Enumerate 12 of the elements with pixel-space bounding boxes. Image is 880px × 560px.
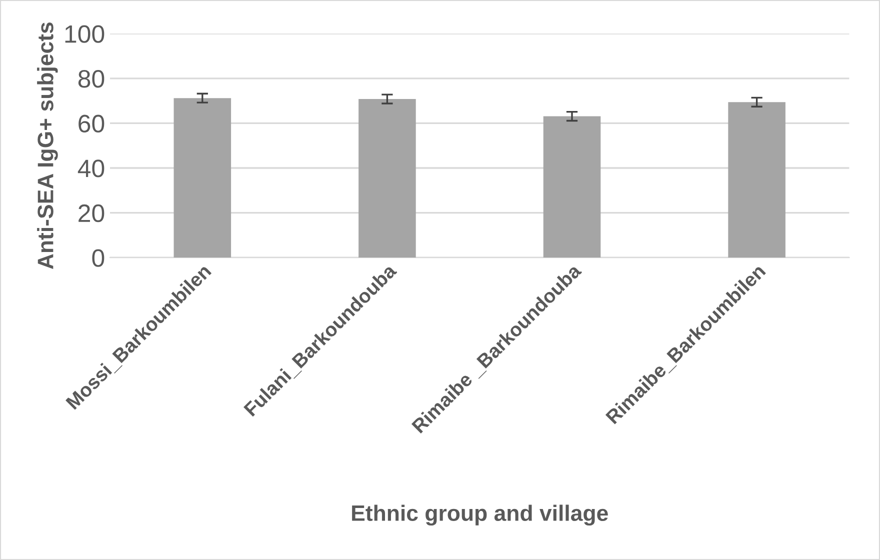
y-tick-label: 60 xyxy=(78,114,104,133)
bar xyxy=(728,102,786,258)
y-tick-label: 0 xyxy=(92,249,104,267)
bar xyxy=(174,98,232,258)
y-tick-label: 80 xyxy=(78,70,104,88)
x-axis-title: Ethnic group and village xyxy=(352,504,608,526)
bar xyxy=(543,116,601,258)
bar xyxy=(358,99,416,258)
y-tick-label: 40 xyxy=(78,160,104,178)
y-tick-label: 20 xyxy=(78,204,104,222)
y-axis-title: Anti-SEA IgG+ subjects xyxy=(37,22,58,270)
y-tick-label: 100 xyxy=(65,25,104,43)
